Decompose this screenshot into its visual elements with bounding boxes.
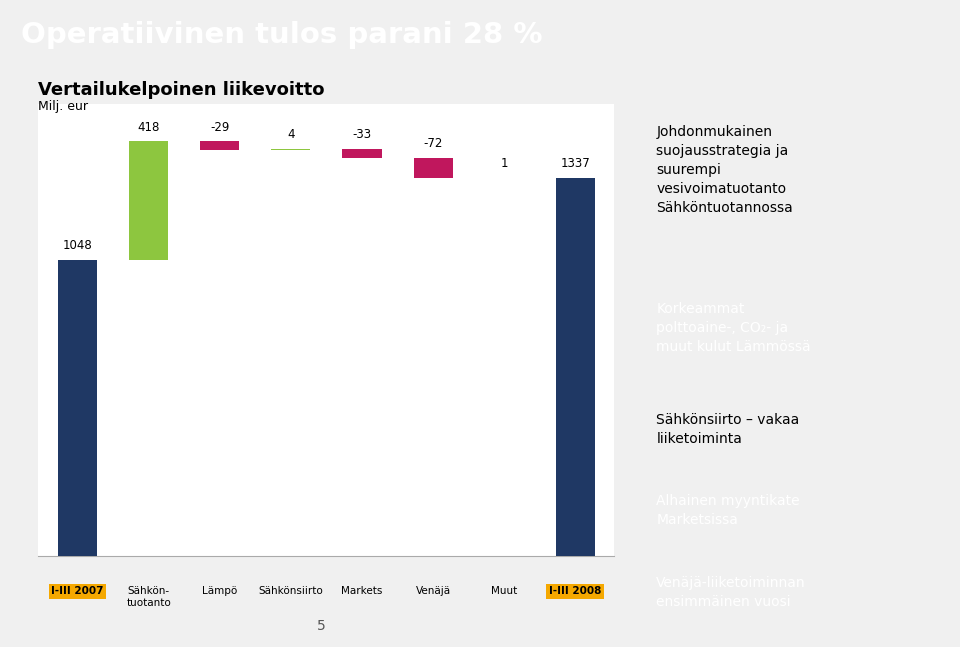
Text: Milj. eur: Milj. eur [38,100,88,113]
Text: Johdonmukainen
suojausstrategia ja
suurempi
vesivoimatuotanto
Sähköntuotannossa: Johdonmukainen suojausstrategia ja suure… [657,125,793,215]
Text: 1: 1 [500,157,508,170]
Text: Vertailukelpoinen liikevoitto: Vertailukelpoinen liikevoitto [38,81,324,99]
Text: Venäjä: Venäjä [416,586,450,596]
Text: Muut: Muut [492,586,517,596]
Text: Sähkönsiirto: Sähkönsiirto [258,586,324,596]
Bar [129,142,168,259]
Text: 1048: 1048 [62,239,92,252]
Text: 4: 4 [287,127,295,140]
Bar [556,178,595,556]
Text: 1337: 1337 [561,157,590,170]
Text: -33: -33 [352,127,372,140]
Text: I-III 2008: I-III 2008 [549,586,602,596]
Text: Sähkönsiirto – vakaa
liiketoiminta: Sähkönsiirto – vakaa liiketoiminta [657,413,800,446]
Text: -72: -72 [423,137,443,150]
Text: Venäjä-liiketoiminnan
ensimmäinen vuosi: Venäjä-liiketoiminnan ensimmäinen vuosi [657,576,805,609]
Text: I-III 2007: I-III 2007 [51,586,104,596]
Text: Sähkön-
tuotanto: Sähkön- tuotanto [127,586,171,608]
Text: -29: -29 [210,120,229,133]
Text: 418: 418 [137,120,159,133]
Text: Operatiivinen tulos parani 28 %: Operatiivinen tulos parani 28 % [21,21,542,49]
Bar [201,142,239,149]
Bar [414,158,452,179]
Bar [343,149,381,158]
Text: Korkeammat
polttoaine-, CO₂- ja
muut kulut Lämmössä: Korkeammat polttoaine-, CO₂- ja muut kul… [657,302,811,355]
Text: Lämpö: Lämpö [203,586,237,596]
Text: Markets: Markets [341,586,383,596]
Text: 5: 5 [317,619,326,633]
Bar [58,259,97,556]
Text: Alhainen myyntikate
Marketsissa: Alhainen myyntikate Marketsissa [657,494,800,527]
